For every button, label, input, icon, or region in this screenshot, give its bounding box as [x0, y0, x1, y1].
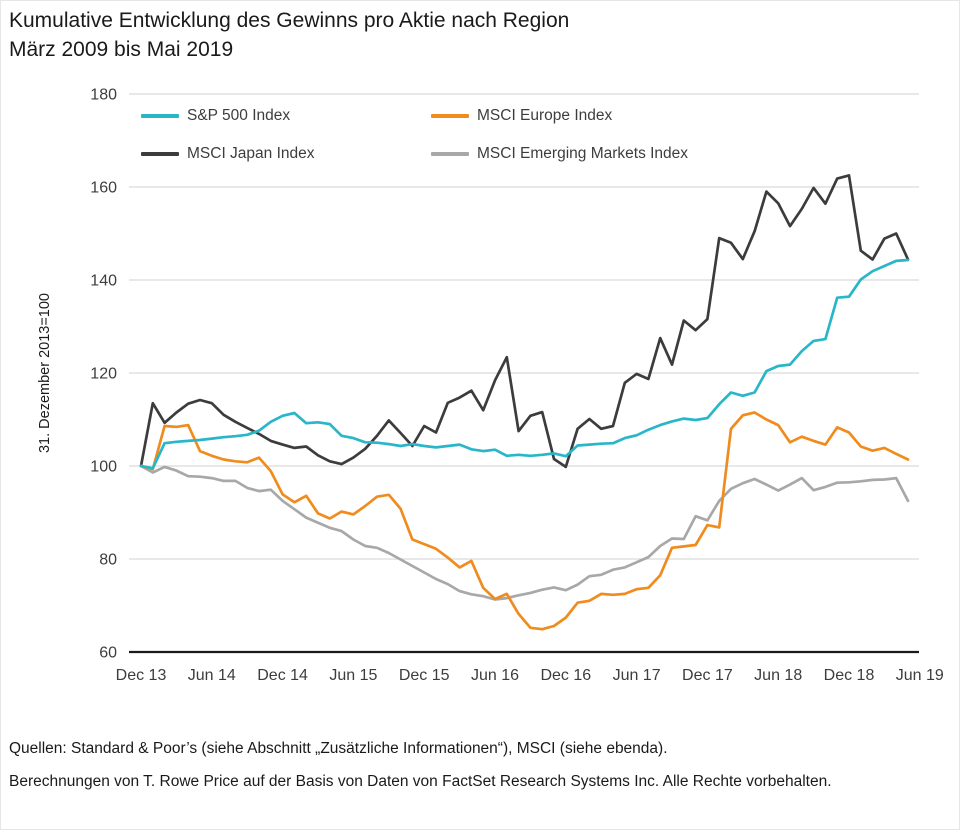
series-line-msci-emerging-markets-index	[139, 464, 910, 601]
legend-item-msci-europe: MSCI Europe Index	[431, 107, 612, 125]
legend-swatch-msci-em	[431, 152, 469, 156]
y-tick-label: 160	[90, 180, 117, 197]
y-tick-label: 140	[90, 273, 117, 290]
x-tick-label: Dec 15	[399, 667, 450, 684]
legend-item-msci-japan: MSCI Japan Index	[141, 145, 315, 163]
x-tick-label: Jun 14	[188, 667, 236, 684]
x-tick-label: Jun 17	[613, 667, 661, 684]
x-tick-label: Dec 13	[116, 667, 167, 684]
x-tick-label: Dec 17	[682, 667, 733, 684]
legend-item-sp500: S&P 500 Index	[141, 107, 290, 125]
y-tick-label: 120	[90, 366, 117, 383]
x-tick-label: Dec 14	[257, 667, 308, 684]
x-tick-label: Jun 18	[754, 667, 802, 684]
chart-title-line1: Kumulative Entwicklung des Gewinns pro A…	[9, 9, 570, 32]
legend-item-msci-em: MSCI Emerging Markets Index	[431, 145, 688, 163]
x-tick-label: Jun 15	[329, 667, 377, 684]
source-note-line2: Berechnungen von T. Rowe Price auf der B…	[9, 773, 832, 790]
y-tick-label: 180	[90, 87, 117, 104]
chart-title-line2: März 2009 bis Mai 2019	[9, 38, 234, 61]
legend-label-msci-europe: MSCI Europe Index	[477, 107, 613, 124]
x-tick-label: Dec 16	[540, 667, 591, 684]
x-tick-label: Dec 18	[824, 667, 875, 684]
series-line-msci-europe-index	[139, 411, 910, 631]
legend-label-msci-em: MSCI Emerging Markets Index	[477, 145, 689, 162]
chart-title: Kumulative Entwicklung des Gewinns pro A…	[9, 6, 569, 64]
legend-swatch-sp500	[141, 114, 179, 118]
legend-swatch-msci-europe	[431, 114, 469, 118]
source-note-line1: Quellen: Standard & Poor’s (siehe Abschn…	[9, 740, 668, 757]
legend-swatch-msci-japan	[141, 152, 179, 156]
y-tick-label: 80	[99, 552, 117, 569]
legend-label-sp500: S&P 500 Index	[187, 107, 291, 124]
series-line-msci-japan-index	[139, 174, 910, 469]
x-tick-label: Jun 19	[896, 667, 944, 684]
source-note: Quellen: Standard & Poor’s (siehe Abschn…	[9, 732, 947, 798]
x-tick-label: Jun 16	[471, 667, 519, 684]
y-tick-label: 100	[90, 459, 117, 476]
eps-line-chart: 60 80 100 120 140 160 180 Dec 13 Jun 14 Dec 14 Jun…	[90, 87, 944, 684]
y-tick-label: 60	[99, 645, 117, 662]
legend-label-msci-japan: MSCI Japan Index	[187, 145, 315, 162]
series-line-s-p-500-index	[139, 258, 910, 470]
